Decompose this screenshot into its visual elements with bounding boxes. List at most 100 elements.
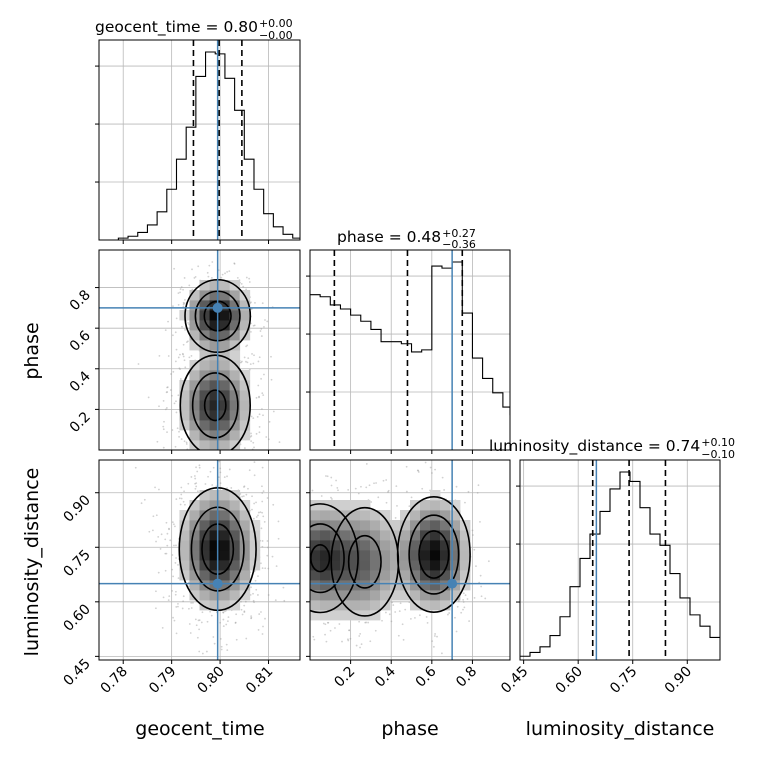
sample-point xyxy=(252,362,255,365)
sample-point xyxy=(253,601,255,604)
sample-point xyxy=(301,530,303,532)
sample-point xyxy=(304,543,306,545)
density-cell xyxy=(410,590,421,601)
x-tick-label: 0.2 xyxy=(331,664,358,691)
sample-point xyxy=(162,446,165,449)
sample-point xyxy=(188,356,191,359)
y-tick-label: 0.6 xyxy=(67,328,94,355)
density-cell xyxy=(370,540,381,551)
sample-point xyxy=(188,607,190,610)
density-cell xyxy=(239,390,251,401)
sample-point xyxy=(312,635,315,638)
sample-point xyxy=(359,646,361,649)
sample-point xyxy=(288,544,290,546)
sample-point xyxy=(234,621,237,624)
sample-point xyxy=(168,528,170,531)
sample-point xyxy=(467,490,470,493)
contour-line xyxy=(310,523,345,594)
sample-point xyxy=(307,555,309,557)
sample-point xyxy=(258,356,261,359)
sample-point xyxy=(290,573,292,575)
sample-point xyxy=(259,511,262,514)
sample-point xyxy=(215,485,218,488)
sample-point xyxy=(210,276,213,279)
sample-point xyxy=(180,493,183,496)
sample-point xyxy=(151,529,154,532)
sample-point xyxy=(255,443,257,445)
sample-point xyxy=(381,619,383,622)
sample-point xyxy=(256,416,259,418)
density-cell xyxy=(350,550,361,561)
sample-point xyxy=(262,625,264,628)
sample-point xyxy=(354,487,357,490)
sample-point xyxy=(203,461,205,463)
sample-point xyxy=(409,617,412,620)
density-cell xyxy=(209,540,220,551)
sample-point xyxy=(209,610,212,613)
density-cell xyxy=(189,590,200,601)
sample-point xyxy=(222,611,225,614)
sample-point xyxy=(454,616,456,619)
sample-point xyxy=(291,572,293,574)
density-cell xyxy=(390,520,401,531)
density-cell xyxy=(189,540,200,551)
sample-point xyxy=(307,565,309,567)
density-cell xyxy=(310,580,321,591)
sample-point xyxy=(274,599,277,602)
density-cell xyxy=(430,490,441,501)
sample-point xyxy=(325,640,328,643)
sample-point xyxy=(225,643,228,646)
density-cell xyxy=(320,600,331,611)
sample-point xyxy=(185,341,188,343)
density-cell xyxy=(239,370,251,381)
sample-point xyxy=(484,597,487,600)
sample-point xyxy=(260,328,263,330)
sample-point xyxy=(172,523,175,526)
sample-point xyxy=(291,612,293,614)
sample-point xyxy=(267,567,270,570)
sample-point xyxy=(471,529,474,532)
sample-point xyxy=(200,621,203,624)
svg-text:geocent_time = 0.80: geocent_time = 0.80 xyxy=(95,18,258,37)
density-cell xyxy=(430,550,441,561)
density-cell xyxy=(450,500,461,511)
sample-point xyxy=(191,268,193,271)
sample-point xyxy=(434,633,437,635)
density-cell xyxy=(189,390,200,401)
x-tick-label: 0.80 xyxy=(195,664,228,697)
sample-point xyxy=(179,378,182,380)
density-cell xyxy=(340,550,351,561)
sample-point xyxy=(269,555,271,557)
sample-point xyxy=(260,527,263,530)
density-cell xyxy=(420,570,431,581)
sample-point xyxy=(302,613,304,615)
density-cell xyxy=(189,420,200,431)
sample-point xyxy=(264,617,266,620)
density-cell xyxy=(390,560,401,571)
sample-point xyxy=(191,474,193,476)
density-cell xyxy=(179,410,190,421)
sample-point xyxy=(221,273,224,276)
sample-point xyxy=(382,479,385,482)
sample-point xyxy=(331,498,333,500)
sample-point xyxy=(394,611,397,613)
density-cell xyxy=(430,600,441,611)
sample-point xyxy=(335,479,337,482)
density-cell xyxy=(340,580,351,591)
sample-point xyxy=(171,521,174,524)
sample-point xyxy=(225,623,228,626)
sample-point xyxy=(250,432,252,435)
sample-point xyxy=(223,476,226,478)
density-cell xyxy=(209,410,220,421)
density-cell xyxy=(380,550,391,561)
sample-point xyxy=(447,613,449,616)
sample-point xyxy=(155,590,157,593)
density-cell xyxy=(229,550,241,561)
contour-line xyxy=(191,372,239,439)
density-cell xyxy=(370,610,381,621)
density-layer xyxy=(134,443,286,655)
sample-point xyxy=(360,485,362,488)
density-cell xyxy=(229,490,241,501)
sample-point xyxy=(355,644,358,647)
sample-point xyxy=(348,629,351,632)
